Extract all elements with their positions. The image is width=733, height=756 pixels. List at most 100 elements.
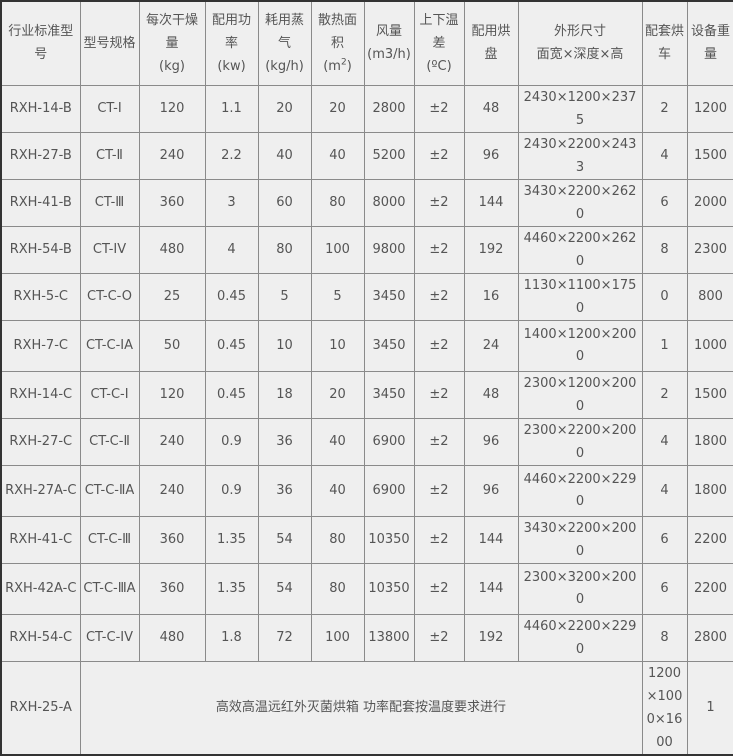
table-cell: 48 [463,370,519,419]
table-cell: 2430×2200×2433 [517,131,643,180]
table-cell: 72 [257,613,312,662]
header-cell: 每次干燥量 (kg) [138,0,206,86]
table-cell-dimensions: 1200×1000×1600 [641,660,688,755]
table-cell: 8000 [363,178,415,227]
table-cell: 6900 [363,417,415,466]
header-cell: 配套烘车 [641,0,688,86]
table-cell: RXH-27-B [0,131,81,180]
table-cell: ±2 [413,613,465,662]
table-cell: 480 [138,225,206,274]
table-cell: ±2 [413,515,465,564]
table-cell: 2200 [686,515,733,564]
table-cell: 4 [204,225,259,274]
header-label: 配套烘车 [644,24,684,63]
table-cell: 2 [641,370,688,419]
table-cell: 20 [257,84,312,133]
table-cell: ±2 [413,464,465,517]
table-cell: RXH-14-C [0,370,81,419]
table-cell: 80 [310,178,365,227]
table-cell: CT-C-Ⅲ [79,515,140,564]
table-cell: 96 [463,417,519,466]
table-cell: 4460×2200×2620 [517,225,643,274]
table-cell: 240 [138,131,206,180]
table-cell: 25 [138,272,206,321]
header-cell: 配用烘盘 [463,0,519,86]
table-cell: 9800 [363,225,415,274]
table-cell: 3430×2200×2620 [517,178,643,227]
table-cell: ±2 [413,272,465,321]
table-cell: 1800 [686,464,733,517]
table-cell: 4460×2200×2290 [517,464,643,517]
table-cell: 0.45 [204,319,259,372]
header-cell: 耗用蒸气 (kg/h) [257,0,312,86]
table-cell: 1500 [686,370,733,419]
header-label: 设备重量 [690,24,730,63]
header-label: 配用功率 [211,12,251,51]
table-cell: 480 [138,613,206,662]
table-cell: 40 [257,131,312,180]
table-cell: 2800 [363,84,415,133]
table-cell: 0 [641,272,688,321]
table-cell: CT-C-Ⅰ [79,370,140,419]
table-cell: 16 [463,272,519,321]
table-cell: 54 [257,562,312,615]
table-cell: 36 [257,464,312,517]
table-row: RXH-42A-C CT-C-ⅢA 360 1.35 54 80 10350 ±2 144 230… [0,562,733,615]
table-row: RXH-41-C CT-C-Ⅲ 360 1.35 54 80 10350 ±2 144 3430×… [0,515,733,564]
table-row: RXH-14-B CT-Ⅰ 120 1.1 20 20 2800 ±2 48 2430×1200×… [0,84,733,133]
header-label: 每次干燥量 [145,12,198,51]
table-cell: RXH-27A-C [0,464,81,517]
header-cell: 上下温差 (ºC) [413,0,465,86]
table-cell: ±2 [413,131,465,180]
table-cell: CT-Ⅰ [79,84,140,133]
table-cell: 192 [463,613,519,662]
header-unit: 面宽×深度×高 [536,47,624,63]
table-cell: RXH-5-C [0,272,81,321]
table-cell: ±2 [413,225,465,274]
header-cell: 行业标准型号 [0,0,81,86]
table-cell: 96 [463,464,519,517]
header-cell: 型号规格 [79,0,140,86]
table-cell: 2000 [686,178,733,227]
header-unit: (ºC) [426,58,452,74]
table-cell: 4 [641,464,688,517]
table-cell: 3450 [363,272,415,321]
table-cell: 1400×1200×2000 [517,319,643,372]
table-cell: 6900 [363,464,415,517]
table-cell: 120 [138,370,206,419]
table-cell: 4 [641,131,688,180]
header-cell: 外形尺寸 面宽×深度×高 [517,0,643,86]
table-cell: CT-Ⅲ [79,178,140,227]
table-cell: 10 [310,319,365,372]
table-cell: 40 [310,417,365,466]
table-cell-carts: 1 [686,660,733,755]
table-cell: 120 [138,84,206,133]
table-cell: 80 [257,225,312,274]
table-cell: RXH-54-B [0,225,81,274]
table-cell: CT-C-Ⅱ [79,417,140,466]
table-cell: 20 [310,370,365,419]
table-cell: 3 [204,178,259,227]
table-cell: ±2 [413,178,465,227]
table-cell: 1130×1100×1750 [517,272,643,321]
table-cell: 40 [310,131,365,180]
table-cell: RXH-41-B [0,178,81,227]
table-cell: 144 [463,562,519,615]
table-cell: 5 [310,272,365,321]
table-cell: 2 [641,84,688,133]
table-cell: CT-Ⅱ [79,131,140,180]
table-cell: 1000 [686,319,733,372]
table-cell: 240 [138,417,206,466]
table-cell: 36 [257,417,312,466]
table-cell: 240 [138,464,206,517]
table-cell: 1.8 [204,613,259,662]
table-cell: ±2 [413,370,465,419]
table-cell: CT-C-ⅢA [79,562,140,615]
table-cell: 3430×2200×2000 [517,515,643,564]
header-unit: (m3/h) [367,47,411,63]
table-cell: 100 [310,225,365,274]
table-cell: 360 [138,515,206,564]
table-cell: 0.9 [204,464,259,517]
table-cell: 80 [310,515,365,564]
